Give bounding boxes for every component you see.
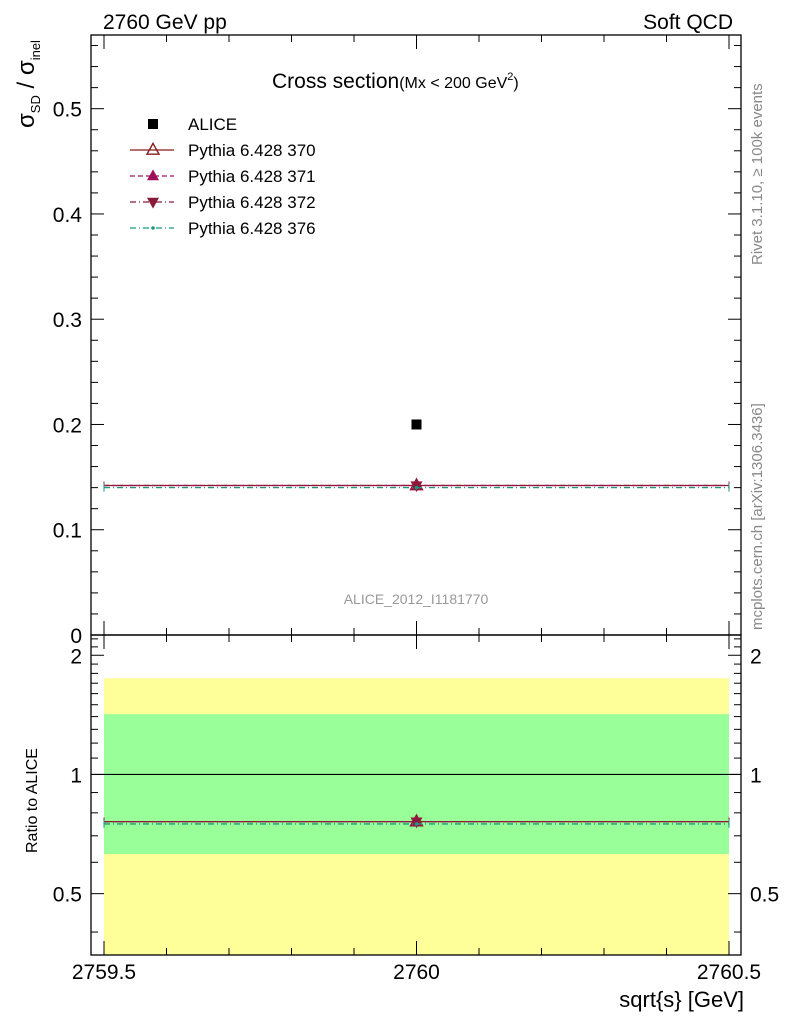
- legend-label-pythia-6-428-371: Pythia 6.428 371: [188, 167, 316, 186]
- legend: ALICE Pythia 6.428 370 Pythia 6.428 371 Pyt…: [130, 115, 316, 238]
- legend-label-pythia-6-428-372: Pythia 6.428 372: [188, 193, 316, 212]
- main-y-tick-label: 0: [70, 625, 82, 648]
- legend-label-pythia-6-428-376: Pythia 6.428 376: [188, 219, 316, 238]
- analysis-watermark: ALICE_2012_I1181770: [344, 591, 489, 607]
- ratio-y-tick-label-right: 0.5: [750, 884, 779, 907]
- main-point-alice: [411, 419, 422, 430]
- main-series-group: [103, 419, 730, 493]
- main-y-tick-label: 0.2: [53, 414, 82, 437]
- ratio-band-stat-uncertainty: [104, 714, 729, 854]
- ylabel-sub-sd: SD: [28, 95, 43, 113]
- x-tick-label: 2759.5: [72, 961, 136, 984]
- legend-label-alice: ALICE: [188, 115, 237, 134]
- chart-title-close: ): [513, 75, 518, 92]
- ratio-y-tick-label-right: 1: [750, 764, 762, 787]
- ylabel-slash: /: [13, 75, 40, 95]
- x-tick-label: 2760.5: [697, 961, 761, 984]
- ratio-panel: 0.5 0.5 1 1 2 2 2759.5 2760 2760.5 Ratio to ALIC…: [24, 634, 779, 1012]
- legend-label-pythia-6-428-370: Pythia 6.428 370: [188, 141, 316, 160]
- ratio-point-pythia-6-428-376: [414, 822, 419, 826]
- legend-marker-alice: [148, 119, 158, 129]
- x-axis-label: sqrt{s} [GeV]: [619, 987, 744, 1012]
- ratio-y-tick-label-right: 2: [750, 645, 762, 668]
- header-right: Soft QCD: [643, 11, 733, 34]
- mcplots-label: mcplots.cern.ch [arXiv:1306.3436]: [749, 403, 766, 630]
- main-y-tick-label: 0.5: [53, 99, 82, 122]
- main-axis-ticks: 0 0.1 0.2 0.3 0.4 0.5: [53, 35, 741, 648]
- chart-title-superscript: 2: [507, 71, 513, 83]
- main-point-pythia-6-428-376: [414, 485, 419, 490]
- header-left: 2760 GeV pp: [103, 11, 227, 34]
- chart-title-note: (Mx < 200 GeV: [399, 75, 507, 92]
- main-y-tick-label: 0.3: [53, 309, 82, 332]
- ratio-series-group: [103, 813, 730, 829]
- chart-title-main: Cross section: [272, 70, 399, 93]
- main-y-axis-label: σSD / σinel: [13, 40, 43, 128]
- rivet-version-label: Rivet 3.1.10, ≥ 100k events: [749, 83, 766, 265]
- main-chart-title: Cross section(Mx < 200 GeV2): [272, 70, 519, 93]
- legend-marker-pythia-6-428-372: [147, 197, 159, 209]
- ratio-y-tick-label: 2: [70, 645, 82, 668]
- main-y-tick-label: 0.4: [53, 204, 83, 227]
- main-y-tick-label: 0.1: [53, 520, 82, 543]
- legend-marker-pythia-6-428-371: [147, 169, 159, 181]
- ratio-axis-ticks: 0.5 0.5 1 1 2 2 2759.5 2760 2760.5: [53, 635, 779, 984]
- ratio-y-tick-label: 1: [70, 764, 82, 787]
- ylabel-sub-inel: inel: [28, 40, 43, 60]
- ylabel-sigma-1: σ: [13, 113, 40, 128]
- x-tick-label: 2760: [393, 961, 440, 984]
- legend-marker-pythia-6-428-370: [145, 141, 161, 155]
- legend-marker-pythia-6-428-376: [151, 226, 155, 230]
- ylabel-sigma-2: σ: [13, 60, 40, 75]
- main-panel: 0 0.1 0.2 0.3 0.4 0.5 Cross section(Mx < 200 …: [13, 34, 742, 648]
- ratio-y-axis-label: Ratio to ALICE: [24, 748, 41, 853]
- ratio-y-tick-label: 0.5: [53, 884, 82, 907]
